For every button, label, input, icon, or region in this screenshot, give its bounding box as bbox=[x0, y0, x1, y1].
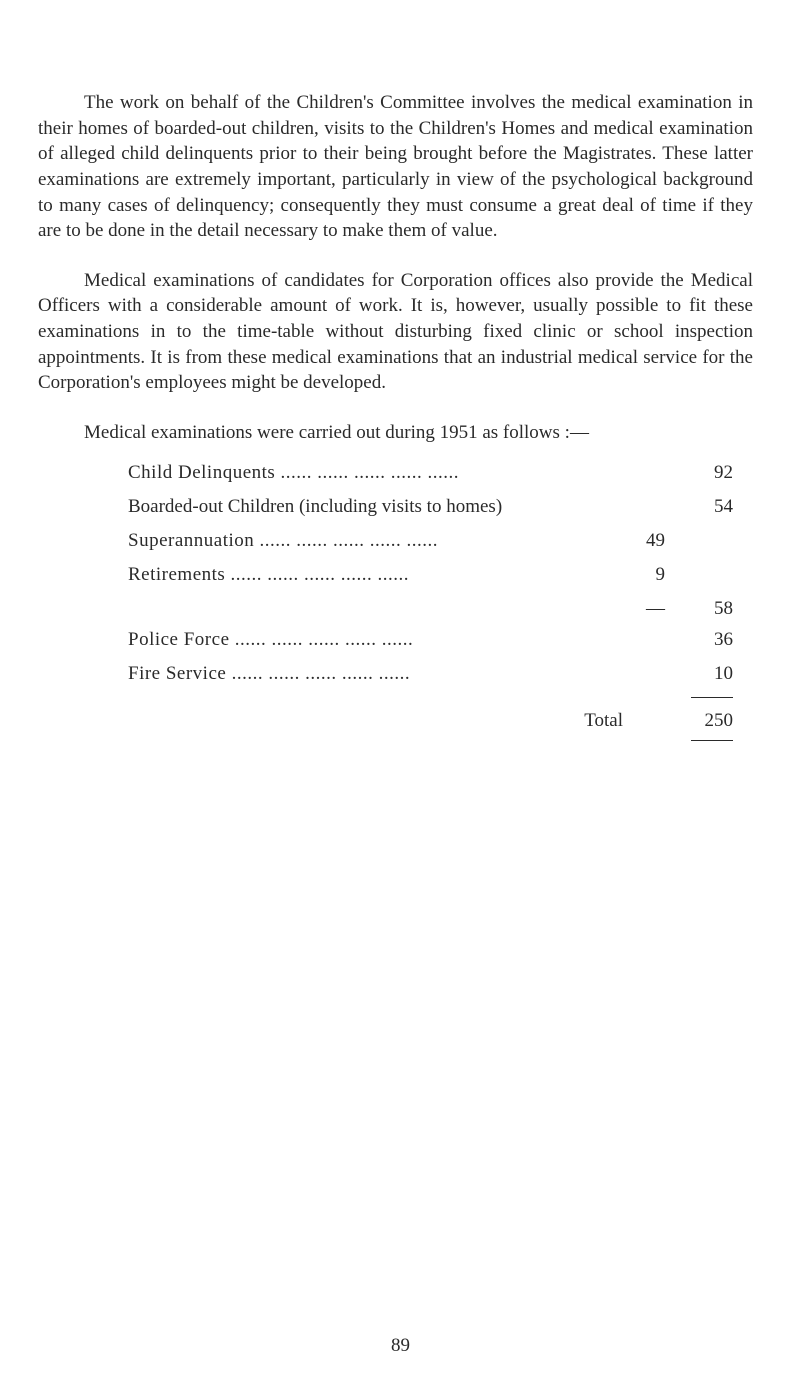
total-label: Total bbox=[584, 708, 623, 734]
total-row: Total 250 bbox=[128, 708, 733, 734]
examinations-table: Child Delinquents ...... ...... ...... .… bbox=[128, 460, 733, 743]
row-value: 92 bbox=[673, 460, 733, 486]
table-intro: Medical examinations were carried out du… bbox=[38, 420, 753, 446]
subtotal-value: 58 bbox=[673, 596, 733, 622]
rule-row bbox=[128, 695, 733, 700]
row-label: Superannuation ...... ...... ...... ....… bbox=[128, 528, 613, 554]
row-value: 54 bbox=[673, 494, 733, 520]
table-row: Police Force ...... ...... ...... ......… bbox=[128, 627, 733, 655]
row-label: Fire Service ...... ...... ...... ......… bbox=[128, 661, 613, 687]
table-row: Fire Service ...... ...... ...... ......… bbox=[128, 661, 733, 689]
horizontal-rule bbox=[691, 697, 733, 698]
subtotal-row: — 58 bbox=[128, 596, 733, 622]
subtotal-dash: — bbox=[613, 596, 673, 622]
body-paragraph-1: The work on behalf of the Children's Com… bbox=[38, 90, 753, 244]
table-row: Retirements ...... ...... ...... ...... … bbox=[128, 562, 733, 590]
row-label: Child Delinquents ...... ...... ...... .… bbox=[128, 460, 613, 486]
rule-row bbox=[128, 738, 733, 743]
row-value: 10 bbox=[673, 661, 733, 687]
row-mid: 49 bbox=[613, 528, 673, 554]
row-label: Retirements ...... ...... ...... ...... … bbox=[128, 562, 613, 588]
table-row: Child Delinquents ...... ...... ...... .… bbox=[128, 460, 733, 488]
row-mid: 9 bbox=[613, 562, 673, 588]
body-paragraph-2: Medical examinations of candidates for C… bbox=[38, 268, 753, 396]
horizontal-rule bbox=[691, 740, 733, 741]
table-row: Boarded-out Children (including visits t… bbox=[128, 494, 733, 522]
table-row: Superannuation ...... ...... ...... ....… bbox=[128, 528, 733, 556]
page-number: 89 bbox=[0, 1333, 801, 1359]
total-value: 250 bbox=[673, 708, 733, 734]
row-value: 36 bbox=[673, 627, 733, 653]
row-label: Boarded-out Children (including visits t… bbox=[128, 494, 613, 520]
row-label: Police Force ...... ...... ...... ......… bbox=[128, 627, 613, 653]
